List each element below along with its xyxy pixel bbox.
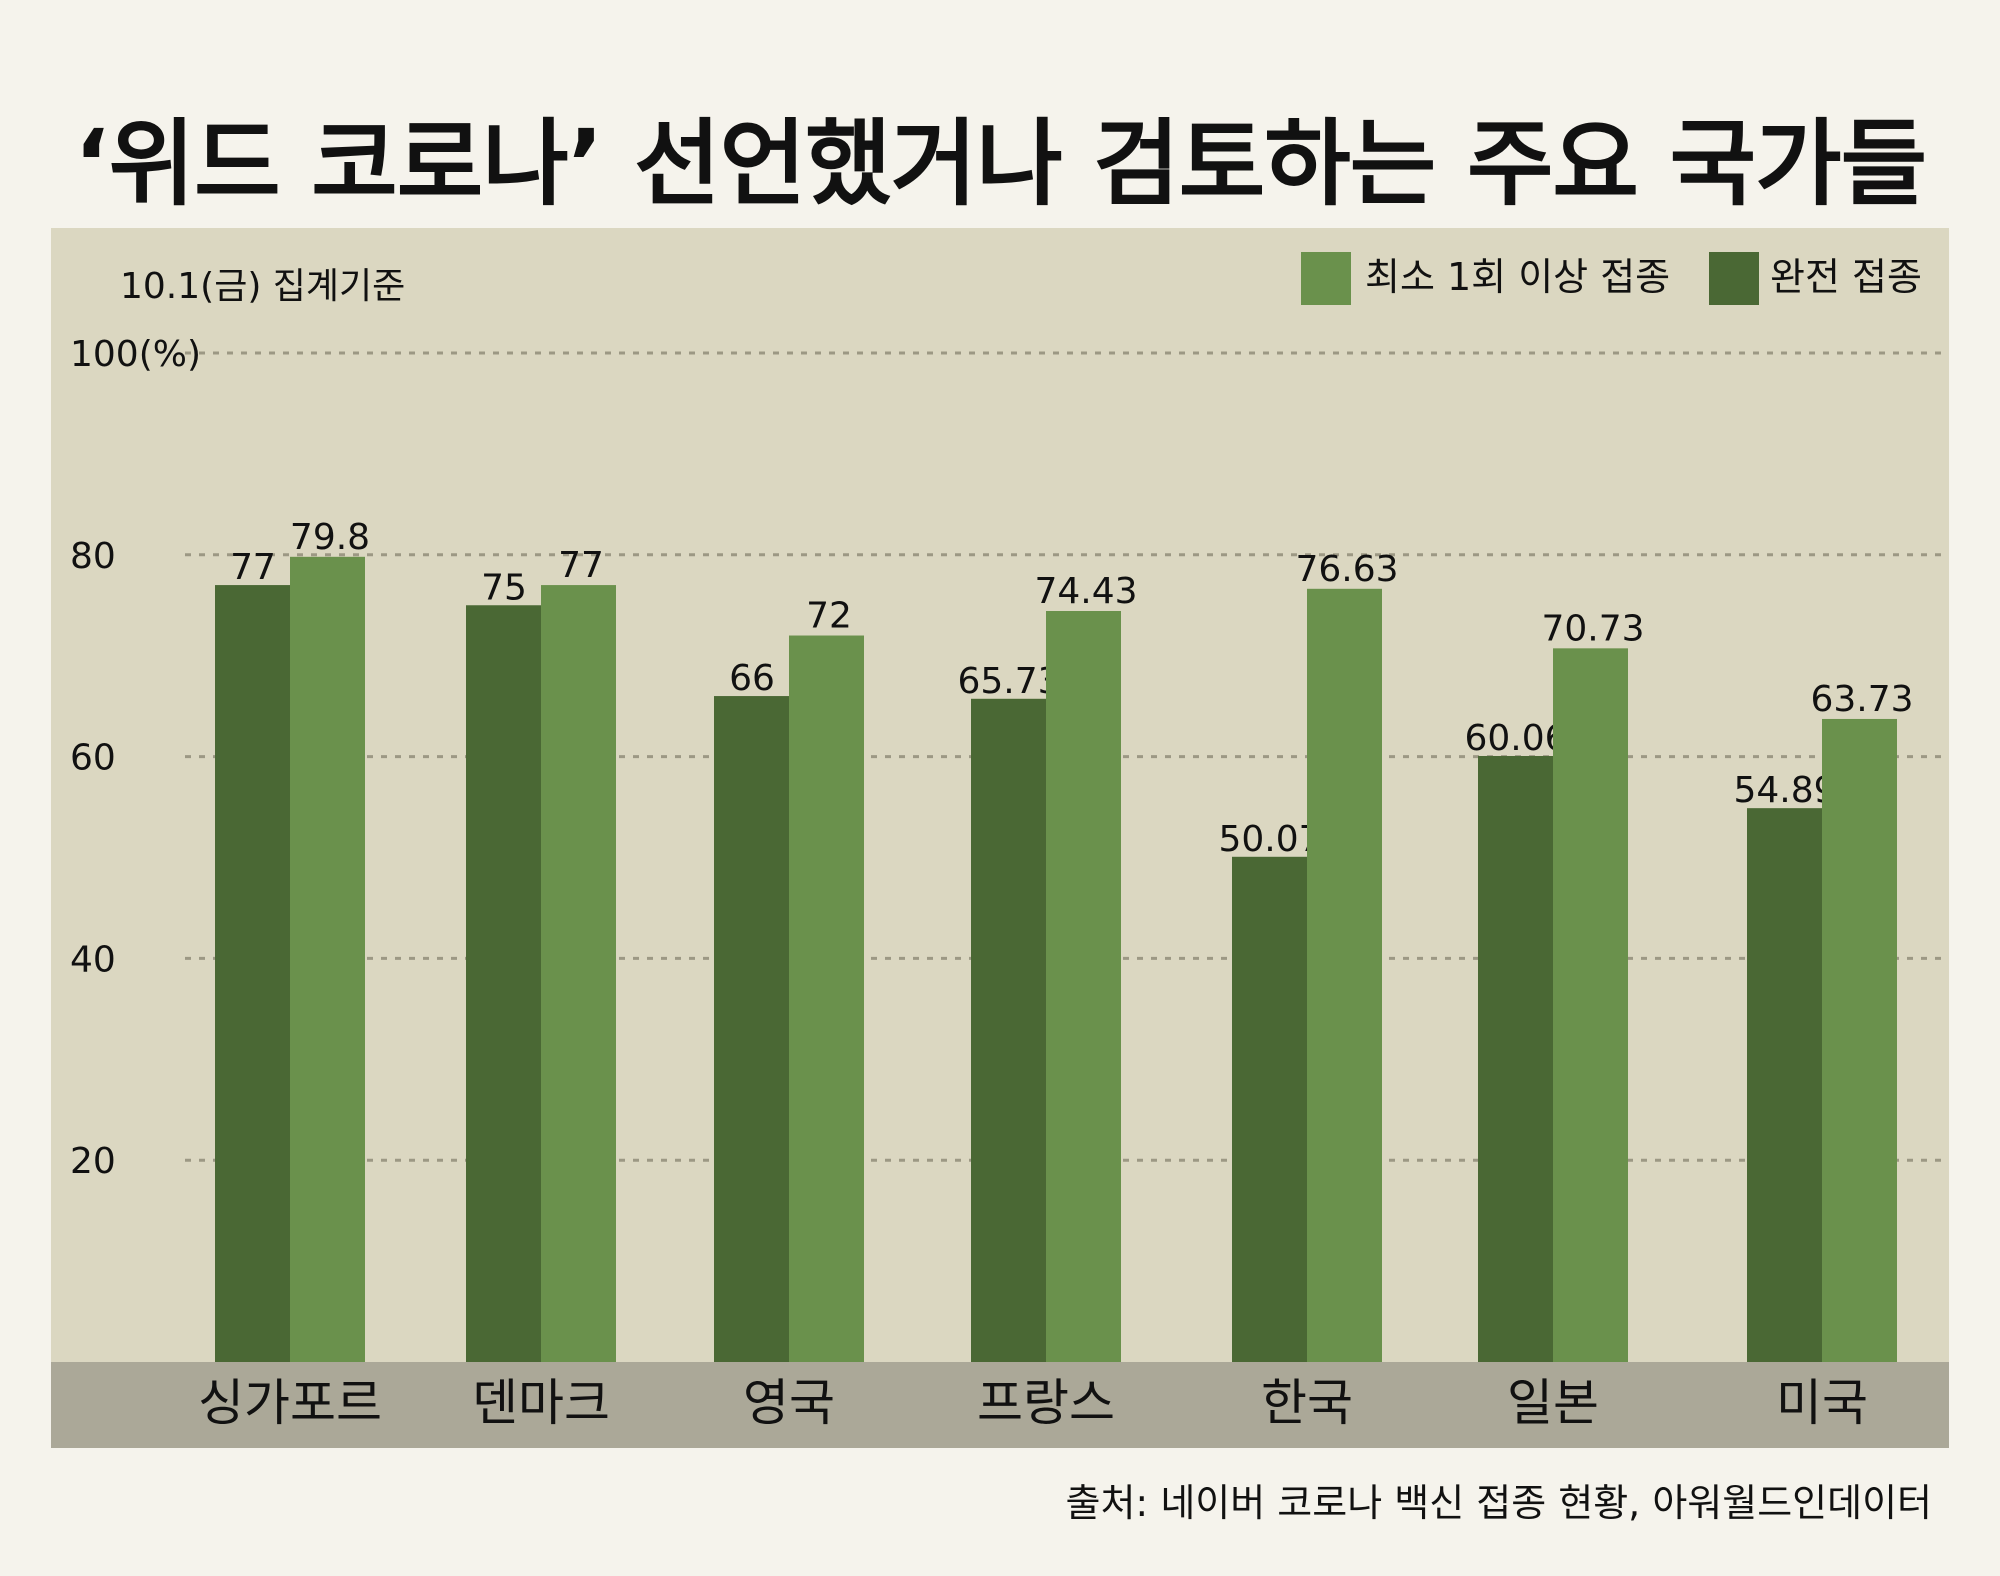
bar-full-vaccination xyxy=(1232,856,1307,1362)
y-tick-label: 40 xyxy=(70,939,116,980)
bar-first-dose xyxy=(1046,611,1121,1362)
bar-first-dose xyxy=(1822,718,1897,1362)
data-label: 79.8 xyxy=(290,517,370,558)
bar-first-dose xyxy=(1553,648,1628,1362)
bar-first-dose xyxy=(290,556,365,1362)
legend-label: 최소 1회 이상 접종 xyxy=(1365,255,1670,299)
category-label: 프랑스 xyxy=(977,1374,1115,1432)
data-label: 50.07 xyxy=(1218,819,1321,860)
bar-full-vaccination xyxy=(971,698,1046,1362)
category-label: 덴마크 xyxy=(472,1374,610,1432)
category-label: 싱가포르 xyxy=(198,1374,382,1432)
data-label: 65.73 xyxy=(957,661,1060,702)
bar-full-vaccination xyxy=(714,696,789,1362)
data-label: 74.43 xyxy=(1034,571,1137,612)
bar-full-vaccination xyxy=(215,585,290,1362)
bar-full-vaccination xyxy=(1478,755,1553,1362)
bar-first-dose xyxy=(789,635,864,1362)
legend-swatch-first-dose xyxy=(1301,252,1351,305)
data-label: 63.73 xyxy=(1810,679,1913,720)
data-label: 72 xyxy=(806,596,852,637)
chart-title: ‘위드 코로나’ 선언했거나 검토하는 주요 국가들 xyxy=(73,110,1927,219)
legend-label: 완전 접종 xyxy=(1770,255,1922,299)
data-label: 77 xyxy=(230,547,276,588)
data-label: 77 xyxy=(558,545,604,586)
bar-first-dose xyxy=(1307,588,1382,1362)
bar-full-vaccination xyxy=(466,605,541,1362)
bar-first-dose xyxy=(541,585,616,1362)
y-tick-label: 20 xyxy=(70,1141,116,1182)
category-label: 한국 xyxy=(1261,1374,1353,1432)
bar-full-vaccination xyxy=(1747,808,1822,1362)
y-tick-label: 80 xyxy=(70,536,116,577)
source-note: 출처: 네이버 코로나 백신 접종 현황, 아워월드인데이터 xyxy=(1065,1481,1932,1525)
data-label: 70.73 xyxy=(1541,608,1644,649)
data-label: 60.06 xyxy=(1464,718,1567,759)
legend-swatch-full-vaccination xyxy=(1709,252,1759,305)
category-label: 미국 xyxy=(1776,1374,1868,1432)
data-label: 54.89 xyxy=(1733,770,1836,811)
category-label: 영국 xyxy=(743,1374,835,1432)
data-label: 75 xyxy=(481,567,527,608)
category-label: 일본 xyxy=(1507,1374,1599,1432)
data-label: 76.63 xyxy=(1295,549,1398,590)
date-note: 10.1(금) 집계기준 xyxy=(120,266,405,307)
y-tick-label: 60 xyxy=(70,738,116,779)
y-tick-label: 100(%) xyxy=(70,334,201,375)
category-strip xyxy=(51,1362,1949,1448)
data-label: 66 xyxy=(729,658,775,699)
